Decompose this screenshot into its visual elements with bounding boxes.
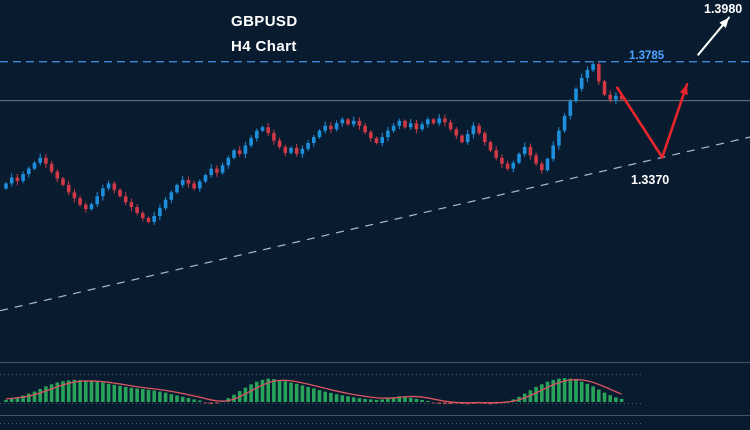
symbol-label: GBPUSD (231, 13, 298, 30)
downside-target-label: 1.3370 (631, 173, 670, 187)
timeframe-label: H4 Chart (231, 38, 297, 55)
resistance-price-label: 1.3785 (629, 50, 665, 62)
upside-target-label: 1.3980 (704, 2, 743, 16)
